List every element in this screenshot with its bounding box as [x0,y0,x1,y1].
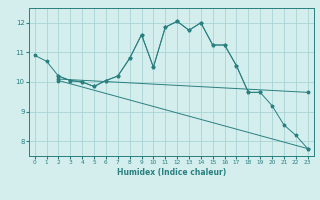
X-axis label: Humidex (Indice chaleur): Humidex (Indice chaleur) [116,168,226,177]
